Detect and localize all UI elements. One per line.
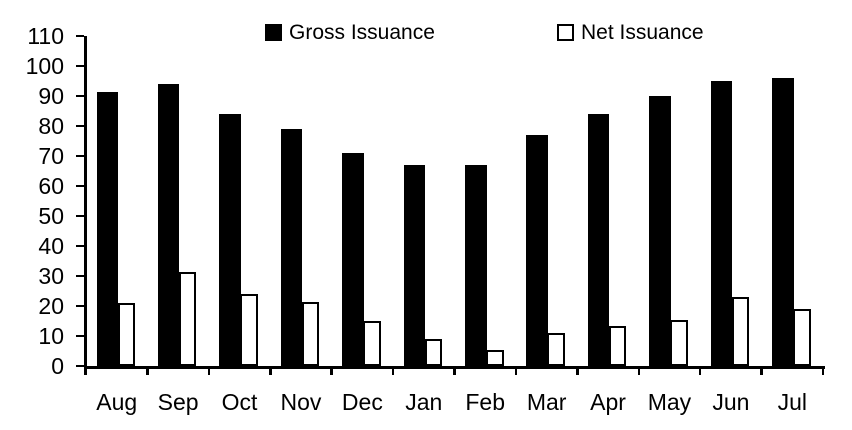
bar-gross-oct bbox=[219, 114, 241, 366]
x-axis-tick bbox=[269, 366, 272, 375]
x-axis-label-aug: Aug bbox=[96, 389, 138, 415]
y-axis-tick bbox=[76, 274, 84, 278]
bar-net-apr bbox=[608, 325, 627, 366]
x-axis-tick bbox=[453, 366, 456, 375]
bar-gross-dec bbox=[342, 153, 364, 366]
x-axis-tick bbox=[637, 366, 640, 375]
gross-issuance-swatch-icon bbox=[265, 24, 282, 41]
bar-gross-apr bbox=[587, 114, 610, 366]
y-axis-tick bbox=[76, 244, 84, 248]
y-axis-label: 90 bbox=[38, 83, 64, 109]
y-axis-label: 70 bbox=[38, 143, 64, 169]
x-axis-tick bbox=[391, 366, 395, 375]
legend-label-net-issuance: Net Issuance bbox=[581, 21, 704, 44]
bar-net-sep bbox=[178, 271, 197, 366]
x-axis-label-apr: Apr bbox=[590, 389, 626, 415]
bar-gross-aug bbox=[96, 91, 118, 366]
x-axis-tick bbox=[760, 366, 763, 375]
x-axis-label-oct: Oct bbox=[221, 389, 258, 415]
bar-net-aug bbox=[117, 303, 135, 366]
y-axis-label: 100 bbox=[25, 53, 64, 79]
bar-net-feb bbox=[486, 349, 504, 366]
x-axis-tick bbox=[576, 366, 579, 375]
x-axis-label-may: May bbox=[647, 389, 692, 415]
x-axis-label-nov: Nov bbox=[280, 389, 322, 415]
x-axis-tick bbox=[821, 366, 825, 375]
x-axis-tick bbox=[514, 366, 518, 375]
y-axis-tick bbox=[76, 94, 84, 98]
bar-net-jan bbox=[424, 339, 443, 366]
x-axis-label-jul: Jul bbox=[777, 389, 807, 415]
y-axis-label: 0 bbox=[51, 353, 64, 379]
x-axis-label-mar: Mar bbox=[526, 389, 567, 415]
y-axis-tick bbox=[76, 184, 84, 188]
y-axis-line bbox=[84, 36, 87, 375]
bar-gross-jun bbox=[710, 81, 733, 366]
y-axis-tick bbox=[76, 154, 84, 158]
bar-net-nov bbox=[301, 301, 320, 366]
bar-net-dec bbox=[363, 321, 381, 366]
x-axis-tick bbox=[146, 366, 149, 375]
bar-gross-sep bbox=[157, 84, 180, 366]
y-axis-label: 10 bbox=[38, 323, 64, 349]
x-axis-label-sep: Sep bbox=[157, 389, 199, 415]
legend-label-gross-issuance: Gross Issuance bbox=[289, 21, 435, 44]
net-issuance-swatch-icon bbox=[557, 24, 574, 41]
bar-gross-jul bbox=[772, 78, 794, 366]
bar-net-may bbox=[670, 319, 688, 366]
x-axis-tick bbox=[698, 366, 702, 375]
y-axis-label: 60 bbox=[38, 173, 64, 199]
y-axis-label: 30 bbox=[38, 263, 64, 289]
y-axis-label: 50 bbox=[38, 203, 64, 229]
y-axis-label: 80 bbox=[38, 113, 64, 139]
bar-net-mar bbox=[547, 333, 565, 366]
x-axis-label-jun: Jun bbox=[712, 389, 750, 415]
x-axis-tick bbox=[207, 366, 211, 375]
x-axis-label-dec: Dec bbox=[341, 389, 383, 415]
y-axis-label: 110 bbox=[27, 23, 64, 49]
y-axis-label: 20 bbox=[38, 293, 64, 319]
y-axis-tick bbox=[76, 64, 84, 68]
legend-item-gross-issuance: Gross Issuance bbox=[265, 22, 435, 43]
bar-gross-may bbox=[649, 96, 671, 366]
y-axis-tick bbox=[76, 214, 84, 218]
bar-gross-mar bbox=[526, 135, 548, 366]
bar-gross-feb bbox=[465, 165, 487, 366]
legend-item-net-issuance: Net Issuance bbox=[557, 22, 704, 43]
y-axis-tick bbox=[76, 334, 84, 338]
bar-net-jun bbox=[731, 297, 750, 366]
y-axis-tick bbox=[76, 34, 84, 38]
y-axis-tick bbox=[76, 364, 84, 368]
x-axis-label-feb: Feb bbox=[465, 389, 506, 415]
y-axis-label: 40 bbox=[38, 233, 64, 259]
x-axis-tick bbox=[330, 366, 333, 375]
y-axis-tick bbox=[76, 304, 84, 308]
bar-gross-nov bbox=[280, 129, 303, 366]
bar-net-oct bbox=[240, 294, 258, 366]
bar-gross-jan bbox=[403, 165, 426, 366]
x-axis-tick bbox=[84, 366, 88, 375]
bar-net-jul bbox=[793, 309, 811, 366]
y-axis-tick bbox=[76, 124, 84, 128]
x-axis-label-jan: Jan bbox=[405, 389, 443, 415]
